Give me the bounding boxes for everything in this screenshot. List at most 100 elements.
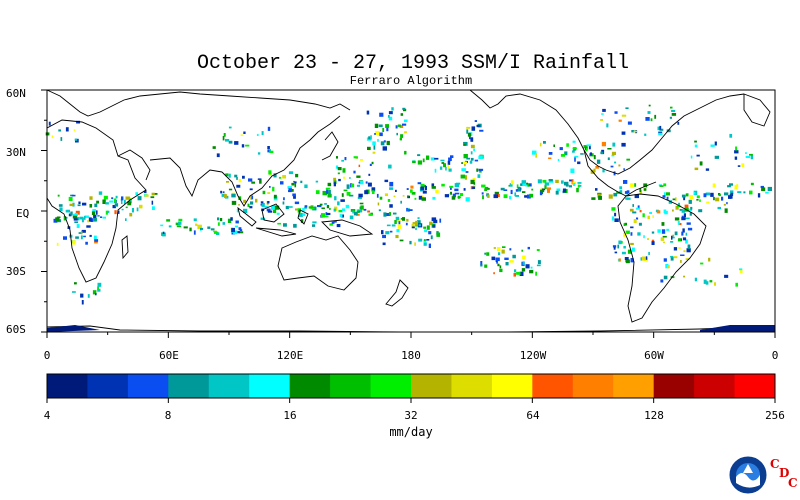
rain-cell [76, 224, 80, 228]
rain-cell [333, 177, 337, 181]
rain-cell [699, 161, 703, 166]
rain-cell [465, 171, 469, 173]
logo-letter-d: D [779, 466, 790, 480]
rain-cell [80, 231, 83, 235]
rain-cell [92, 209, 96, 213]
rain-cell [470, 137, 474, 142]
rain-cell [734, 156, 738, 160]
rain-cell [86, 225, 91, 228]
rain-cell [593, 168, 596, 173]
rain-cell [433, 219, 438, 224]
rain-cell [670, 241, 674, 243]
rain-cell [640, 257, 642, 261]
rainfall-cells [45, 104, 772, 305]
rain-cell [69, 203, 74, 207]
rain-cell [261, 203, 265, 207]
rain-cell [631, 247, 635, 252]
rain-cell [84, 215, 86, 220]
rain-cell [718, 194, 721, 197]
rain-cell [276, 212, 280, 215]
rain-cell [308, 206, 313, 209]
rain-cell [302, 207, 305, 213]
rain-cell [482, 195, 484, 200]
lat-label-60s: 60S [6, 323, 26, 336]
rain-cell [560, 154, 565, 157]
rain-cell [694, 144, 698, 148]
rain-cell [397, 124, 401, 127]
rain-cell [544, 185, 547, 189]
rain-cell [85, 241, 88, 245]
rain-cell [428, 231, 432, 235]
rain-cell [602, 108, 606, 112]
rain-cell [659, 128, 664, 131]
rain-cell [683, 275, 686, 278]
rain-cell [627, 121, 632, 125]
rain-cell [283, 197, 285, 201]
rain-cell [429, 221, 433, 226]
rain-cell [75, 210, 80, 215]
rain-cell [388, 212, 391, 216]
rain-cell [577, 161, 581, 165]
rain-cell [376, 193, 379, 198]
rain-cell [418, 224, 421, 227]
rain-cell [374, 123, 379, 128]
rain-cell [415, 227, 417, 231]
rain-cell [343, 189, 348, 192]
rain-cell [304, 184, 308, 189]
rain-cell [694, 140, 697, 143]
colorbar-swatch [613, 374, 655, 398]
rain-cell [521, 180, 526, 184]
rain-cell [399, 137, 402, 141]
rain-cell [136, 207, 139, 212]
rain-cell [451, 196, 456, 200]
rain-cell [564, 181, 569, 186]
rain-cell [626, 197, 631, 200]
rain-cell [403, 108, 407, 112]
rain-cell [78, 201, 81, 204]
rain-cell [636, 207, 641, 210]
rain-cell [222, 222, 225, 225]
rain-cell [90, 218, 94, 222]
rain-cell [537, 179, 542, 184]
rain-cell [606, 123, 609, 128]
rain-cell [60, 137, 63, 141]
rain-cell [698, 209, 703, 213]
rain-cell [634, 183, 637, 187]
rain-cell [422, 190, 427, 194]
rain-cell [608, 194, 613, 199]
rain-cell [65, 127, 69, 132]
rain-cell [648, 104, 651, 107]
rain-cell [227, 218, 232, 223]
rain-cell [426, 225, 430, 230]
rain-cell [672, 198, 676, 201]
rain-cell [674, 231, 678, 236]
rain-cell [598, 195, 602, 200]
rain-cell [564, 151, 568, 156]
rain-cell [588, 145, 591, 150]
rain-cell [236, 177, 238, 180]
rain-cell [259, 179, 262, 184]
rain-cell [750, 155, 754, 160]
rain-cell [360, 205, 364, 210]
rain-cell [349, 215, 354, 220]
rain-cell [243, 131, 246, 134]
rain-cell [228, 173, 231, 178]
rain-cell [367, 146, 371, 150]
rain-cell [74, 221, 79, 223]
rain-cell [297, 208, 301, 210]
rain-cell [632, 204, 634, 207]
rain-cell [514, 192, 517, 197]
rain-cell [479, 129, 484, 132]
rain-cell [675, 205, 679, 210]
rain-cell [448, 168, 452, 172]
rain-cell [417, 154, 421, 157]
rain-cell [391, 224, 396, 227]
rain-cell [245, 144, 250, 147]
colorbar-swatch [734, 374, 776, 398]
rain-cell [400, 218, 404, 220]
rain-cell [659, 185, 664, 187]
rain-cell [460, 174, 466, 179]
rain-cell [399, 125, 404, 128]
rain-cell [114, 203, 119, 207]
rain-cell [614, 111, 618, 114]
